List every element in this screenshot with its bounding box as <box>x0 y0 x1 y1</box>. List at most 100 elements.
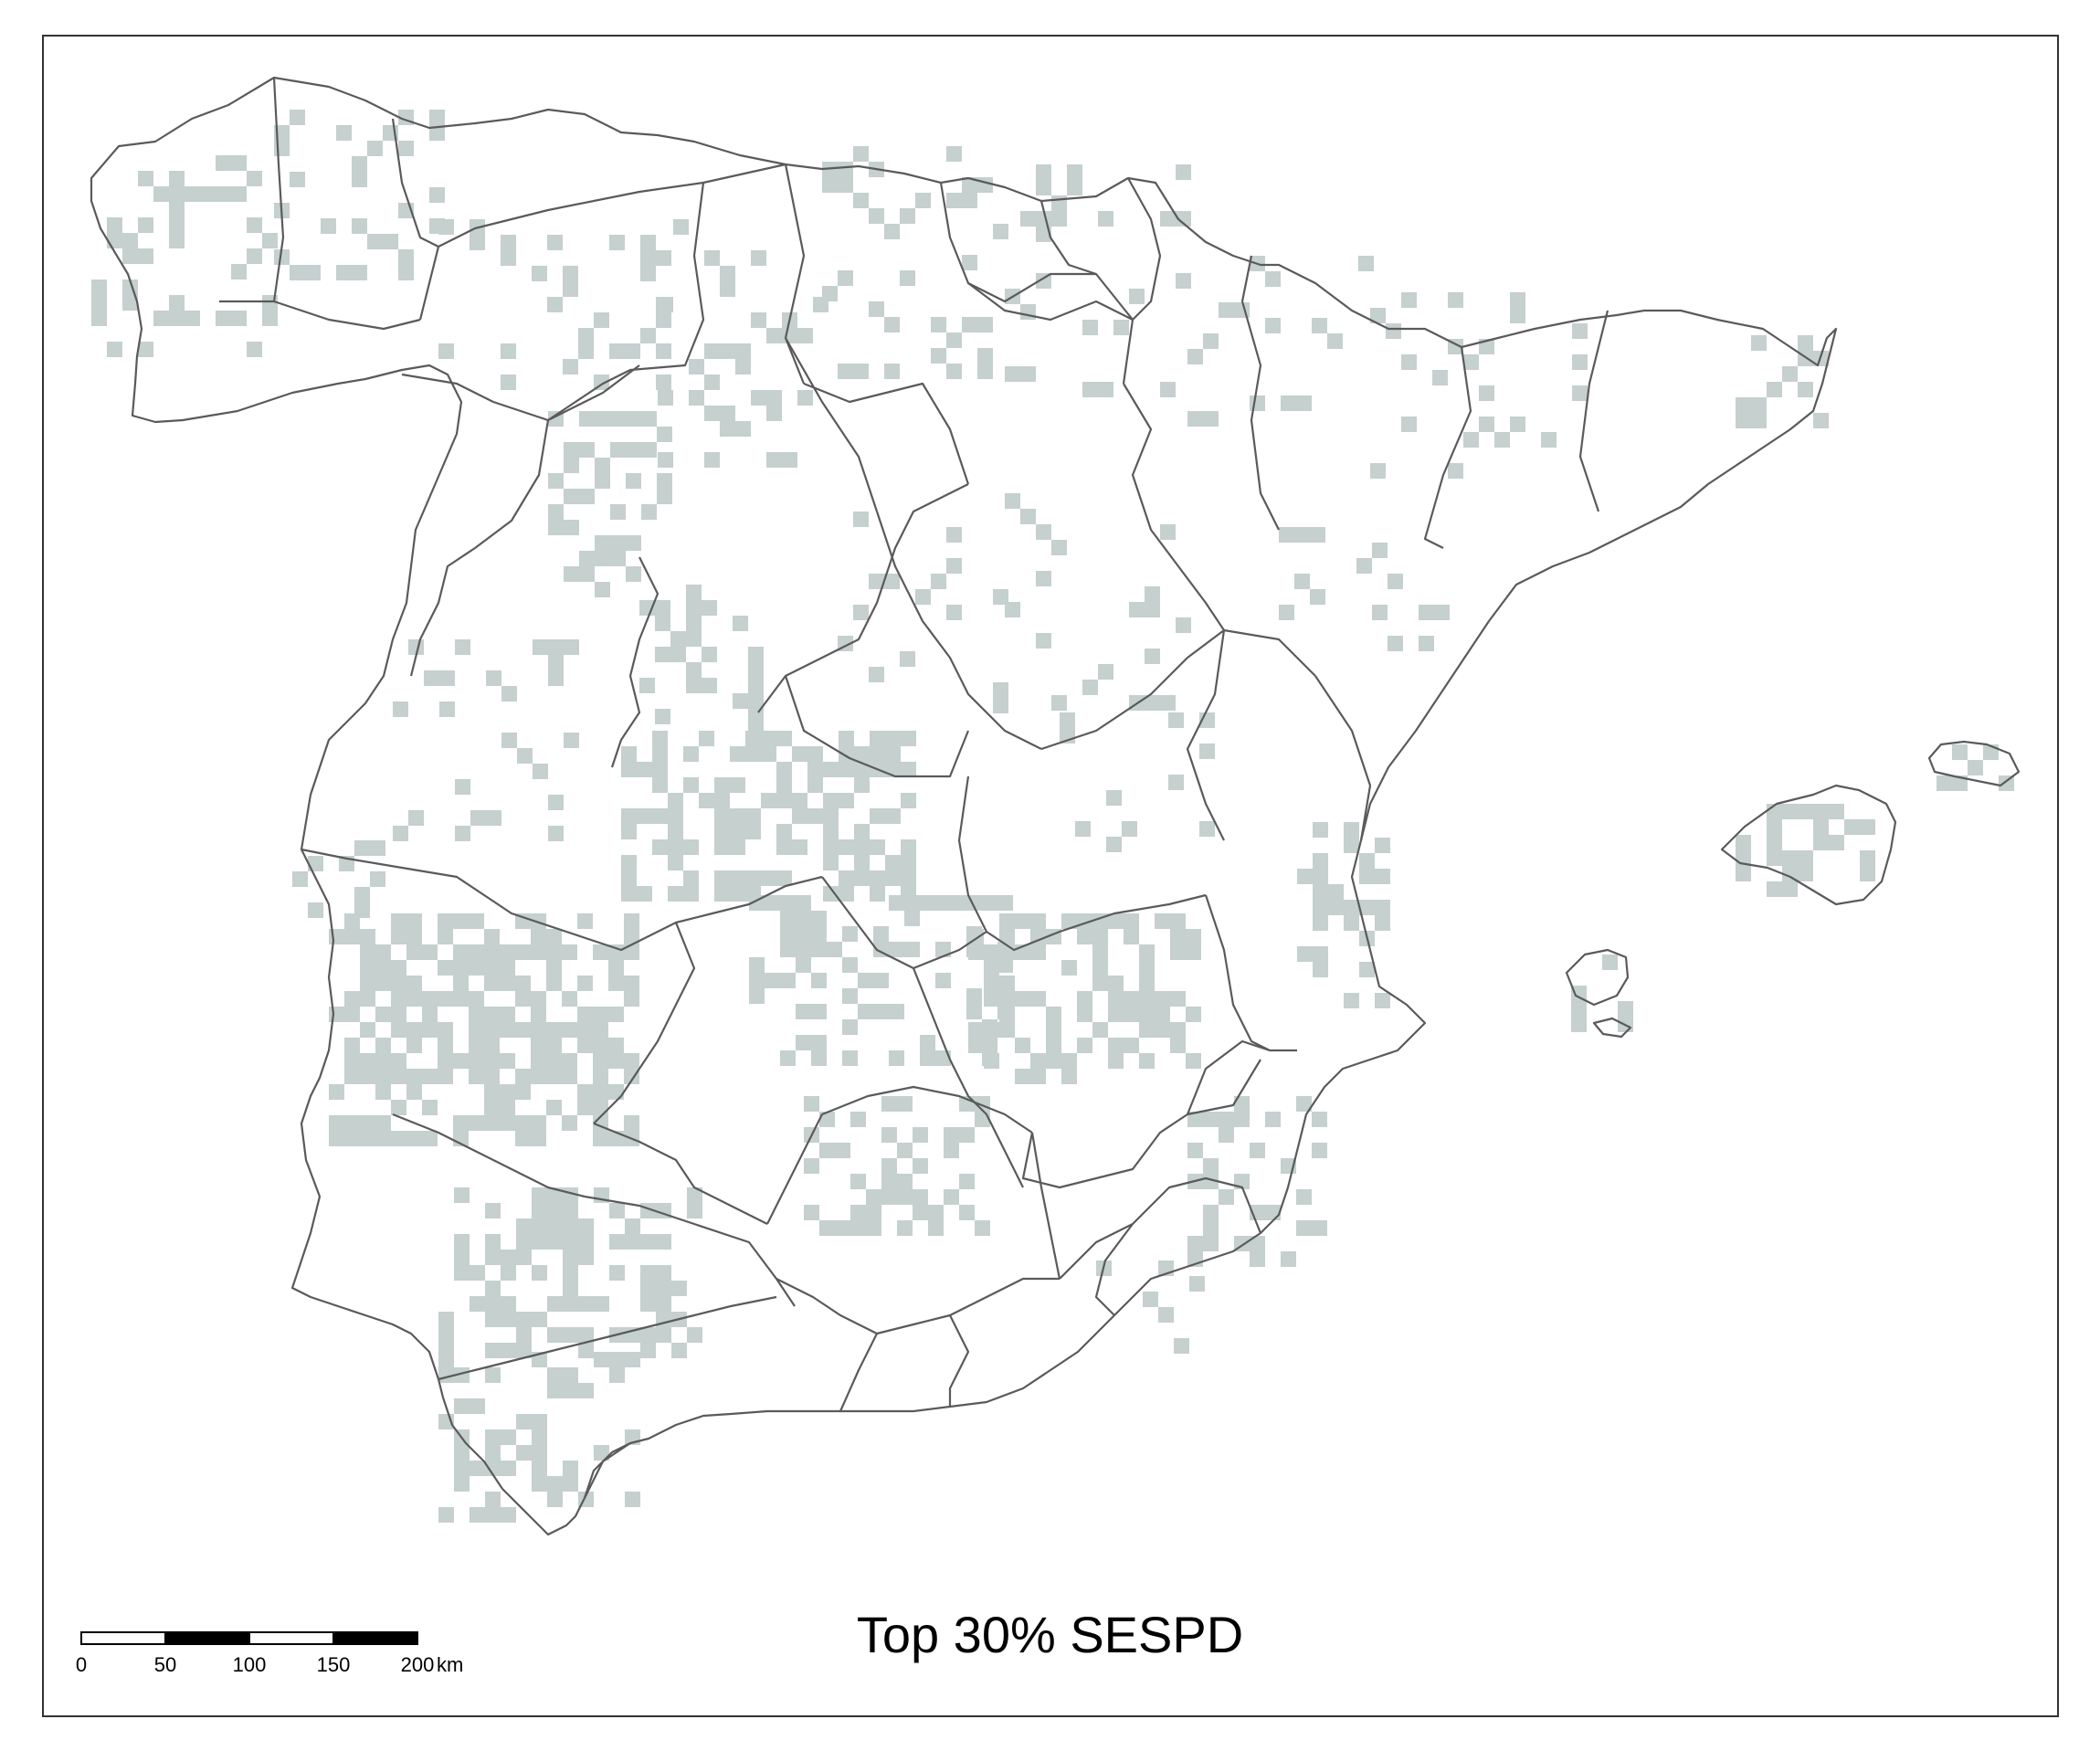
highlight-cell <box>501 686 517 701</box>
highlight-cell <box>1344 915 1359 931</box>
highlight-cell <box>999 944 1015 960</box>
highlight-cell <box>668 855 683 870</box>
highlight-cell <box>1098 211 1113 227</box>
highlight-cell <box>1124 991 1139 1007</box>
highlight-cell <box>853 512 869 527</box>
highlight-cell <box>422 991 438 1007</box>
highlight-cell <box>1813 819 1829 835</box>
highlight-cell <box>577 1022 593 1038</box>
highlight-cell <box>406 913 422 929</box>
highlight-cell <box>1036 180 1051 195</box>
highlight-cell <box>1020 366 1036 382</box>
highlight-cell <box>1199 744 1215 759</box>
highlight-cell <box>547 1492 563 1507</box>
highlight-cell <box>1106 790 1122 806</box>
highlight-cell <box>1386 323 1401 339</box>
highlight-cell <box>1234 1096 1250 1112</box>
highlight-cell <box>966 1004 982 1019</box>
highlight-cell <box>839 793 854 808</box>
highlight-cell <box>1030 1069 1046 1084</box>
highlight-cell <box>578 1383 594 1398</box>
highlight-cell <box>730 886 745 902</box>
highlight-cell <box>1174 1338 1189 1354</box>
highlight-cell <box>640 266 656 281</box>
highlight-cell <box>1186 944 1201 960</box>
highlight-cell <box>873 973 889 988</box>
highlight-cell <box>454 1398 470 1414</box>
highlight-cell <box>516 1312 532 1327</box>
highlight-cell <box>730 870 745 886</box>
highlight-cell <box>761 746 776 762</box>
highlight-cell <box>1219 1127 1234 1143</box>
highlight-cell <box>735 359 751 374</box>
highlight-cell <box>484 960 500 976</box>
highlight-cell <box>804 1096 819 1112</box>
highlight-cell <box>329 1115 344 1131</box>
highlight-cell <box>393 701 408 717</box>
highlight-cell <box>185 186 200 202</box>
highlight-cell <box>897 1189 913 1205</box>
highlight-cell <box>595 535 610 551</box>
highlight-cell <box>904 942 920 957</box>
highlight-cell <box>997 957 1013 973</box>
highlight-cell <box>842 957 858 973</box>
highlight-cell <box>1234 1112 1250 1127</box>
highlight-cell <box>532 1203 547 1218</box>
highlight-cell <box>913 1205 928 1220</box>
highlight-cell <box>391 913 406 929</box>
highlight-cell <box>1051 195 1067 211</box>
highlight-cell <box>842 1019 858 1035</box>
highlight-cell <box>835 1220 850 1236</box>
highlight-cell <box>761 731 776 746</box>
highlight-cell <box>485 1296 501 1312</box>
highlight-cell <box>749 957 765 973</box>
scale-tick-label: 200 <box>400 1653 435 1676</box>
highlight-cell <box>683 839 699 855</box>
highlight-cell <box>853 605 869 620</box>
highlight-cell <box>959 1205 975 1220</box>
highlight-cell <box>578 1343 594 1358</box>
highlight-cell <box>439 701 455 717</box>
highlight-cell <box>292 871 308 887</box>
scale-tick-label: 50 <box>153 1653 177 1676</box>
highlight-cell <box>469 991 484 1007</box>
highlight-cell <box>546 1038 562 1053</box>
highlight-cell <box>624 1069 639 1084</box>
highlight-cell <box>1313 869 1328 884</box>
highlight-cell <box>811 1004 827 1019</box>
highlight-cell <box>501 250 516 266</box>
scale-tick-label: 100 <box>232 1653 267 1676</box>
highlight-cell <box>1046 1053 1061 1069</box>
highlight-cell <box>1160 382 1176 397</box>
highlight-cell <box>901 870 916 886</box>
highlight-cell <box>1296 1189 1312 1205</box>
highlight-cell <box>91 280 107 295</box>
highlight-cell <box>968 944 984 960</box>
scale-unit-label: km <box>437 1653 464 1676</box>
highlight-cell <box>901 855 916 870</box>
highlight-cell <box>595 582 610 597</box>
highlight-cell <box>500 1084 515 1100</box>
highlight-cell <box>962 177 977 193</box>
highlight-cell <box>562 1115 577 1131</box>
highlight-cell <box>367 234 383 249</box>
highlight-cell <box>1952 775 1968 791</box>
highlight-cell <box>354 887 370 902</box>
highlight-cell <box>683 746 699 762</box>
highlight-cell <box>652 731 668 746</box>
highlight-cell <box>533 639 548 655</box>
highlight-cell <box>532 1312 547 1327</box>
highlight-cell <box>656 1296 671 1312</box>
highlight-cell <box>748 662 764 678</box>
highlight-cell <box>999 1022 1015 1038</box>
highlight-cell <box>200 186 216 202</box>
highlight-cell <box>1139 976 1155 991</box>
highlight-cell <box>655 709 670 724</box>
highlight-cell <box>531 1038 546 1053</box>
highlight-cell <box>881 1127 897 1143</box>
highlight-cell <box>484 1053 500 1069</box>
highlight-cell <box>383 234 398 249</box>
highlight-cell <box>563 1281 578 1296</box>
highlight-cell <box>796 1004 811 1019</box>
highlight-cell <box>516 1327 532 1343</box>
